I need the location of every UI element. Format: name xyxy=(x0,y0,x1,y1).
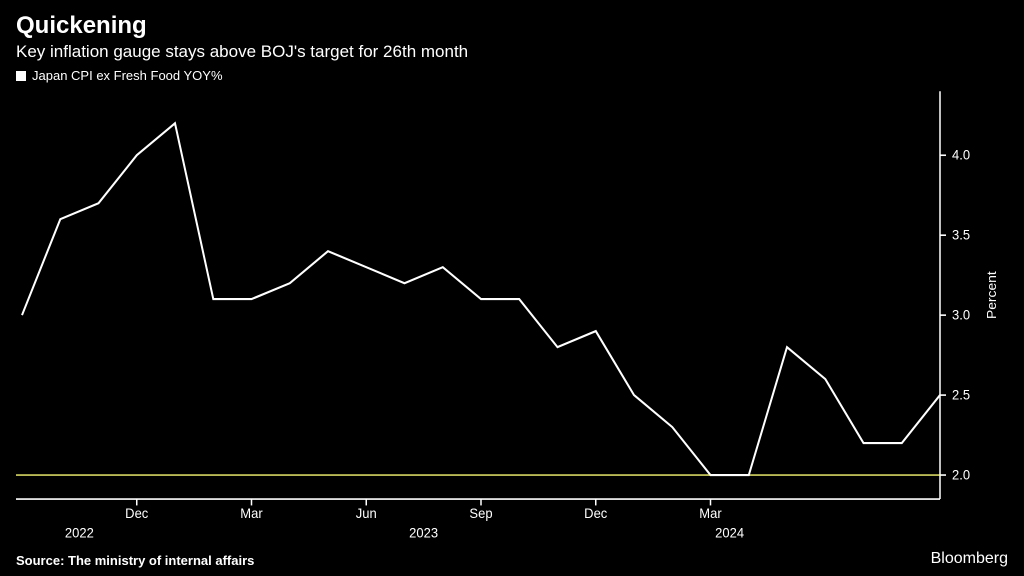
y-axis-title: Percent xyxy=(984,271,999,319)
chart-area: 2.0 2.5 3.0 3.5 4.0 Percent Dec Mar Jun Sep Dec Mar… xyxy=(16,87,1008,546)
source-text: Source: The ministry of internal affairs xyxy=(16,553,254,568)
y-tick-label: 2.0 xyxy=(952,467,970,482)
chart-container: Quickening Key inflation gauge stays abo… xyxy=(0,0,1024,576)
y-tick-label: 4.0 xyxy=(952,147,970,162)
x-tick-label: Jun xyxy=(356,506,377,521)
x-tick-label: Dec xyxy=(125,506,148,521)
legend: Japan CPI ex Fresh Food YOY% xyxy=(16,68,1008,83)
chart-subtitle: Key inflation gauge stays above BOJ's ta… xyxy=(16,42,1008,62)
legend-marker xyxy=(16,71,26,81)
x-tick-label: Mar xyxy=(699,506,722,521)
y-tick-label: 3.5 xyxy=(952,227,970,242)
x-year-label: 2022 xyxy=(65,525,94,540)
x-tick-label: Dec xyxy=(584,506,607,521)
x-year-label: 2023 xyxy=(409,525,438,540)
x-tick-label: Sep xyxy=(469,506,492,521)
chart-title: Quickening xyxy=(16,12,1008,40)
legend-label: Japan CPI ex Fresh Food YOY% xyxy=(32,68,223,83)
y-tick-label: 3.0 xyxy=(952,307,970,322)
line-chart: 2.0 2.5 3.0 3.5 4.0 Percent Dec Mar Jun Sep Dec Mar… xyxy=(16,87,1008,546)
y-tick-label: 2.5 xyxy=(952,387,970,402)
brand-text: Bloomberg xyxy=(931,550,1008,568)
x-year-label: 2024 xyxy=(715,525,744,540)
x-tick-label: Mar xyxy=(240,506,263,521)
data-line xyxy=(22,123,940,475)
footer-row: Source: The ministry of internal affairs… xyxy=(16,550,1008,568)
